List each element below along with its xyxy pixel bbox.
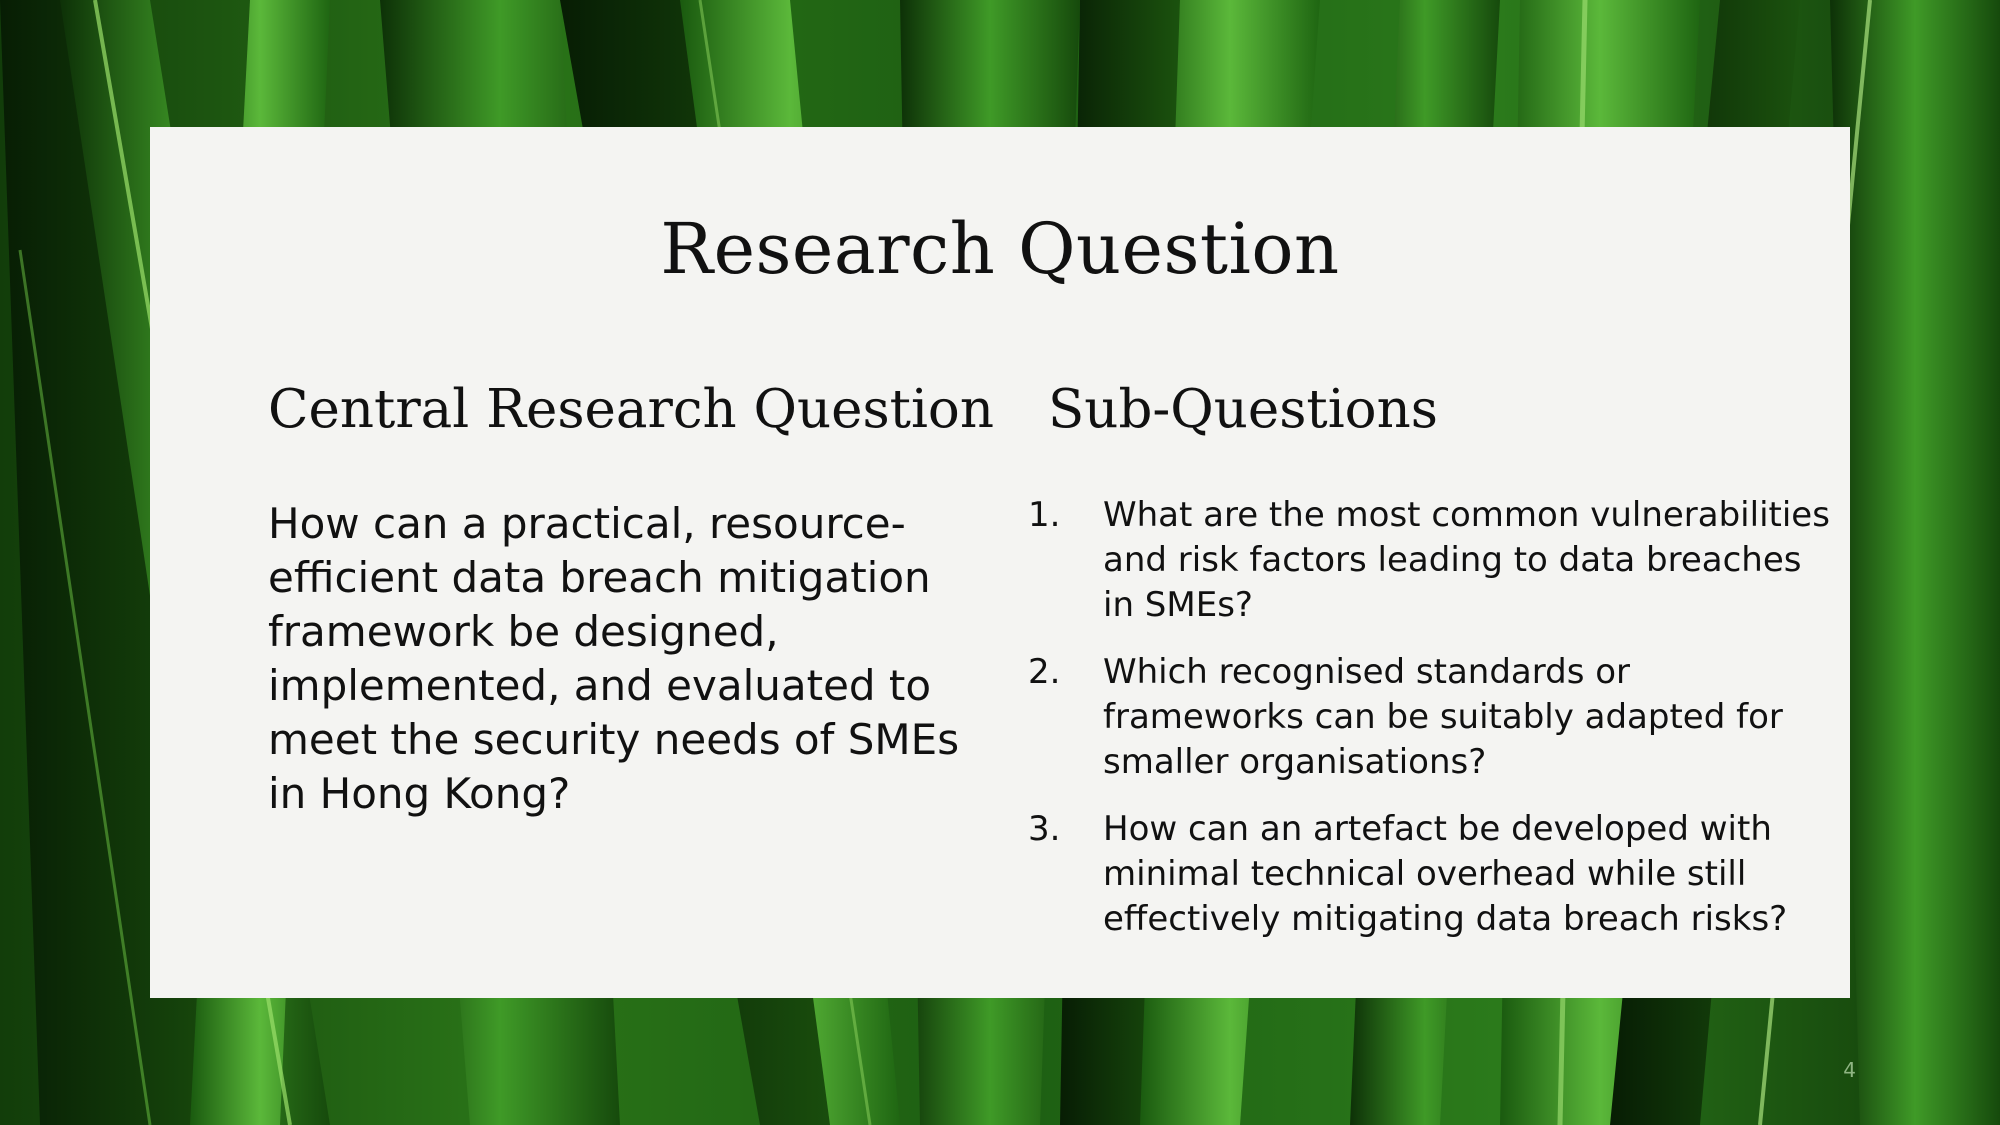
sub-question-number: 1.	[1028, 495, 1061, 535]
sub-questions-heading: Sub-Questions	[1048, 379, 1438, 440]
sub-question-number: 3.	[1028, 809, 1061, 849]
sub-question-item: 3. How can an artefact be developed with…	[1028, 807, 1838, 942]
sub-questions-list: 1. What are the most common vulnerabilit…	[1028, 493, 1838, 964]
slide-title: Research Question	[660, 208, 1340, 290]
sub-question-text: Which recognised standards or frameworks…	[1103, 652, 1783, 782]
sub-question-text: How can an artefact be developed with mi…	[1103, 809, 1788, 939]
sub-question-text: What are the most common vulnerabilities…	[1103, 495, 1830, 625]
content-card: Research Question Central Research Quest…	[150, 127, 1850, 998]
sub-question-number: 2.	[1028, 652, 1061, 692]
central-question-text: How can a practical, resource-efficient …	[268, 499, 960, 818]
central-question-heading: Central Research Question	[268, 379, 994, 440]
sub-question-item: 2. Which recognised standards or framewo…	[1028, 650, 1838, 785]
sub-question-item: 1. What are the most common vulnerabilit…	[1028, 493, 1838, 628]
slide-number: 4	[1843, 1058, 1856, 1082]
